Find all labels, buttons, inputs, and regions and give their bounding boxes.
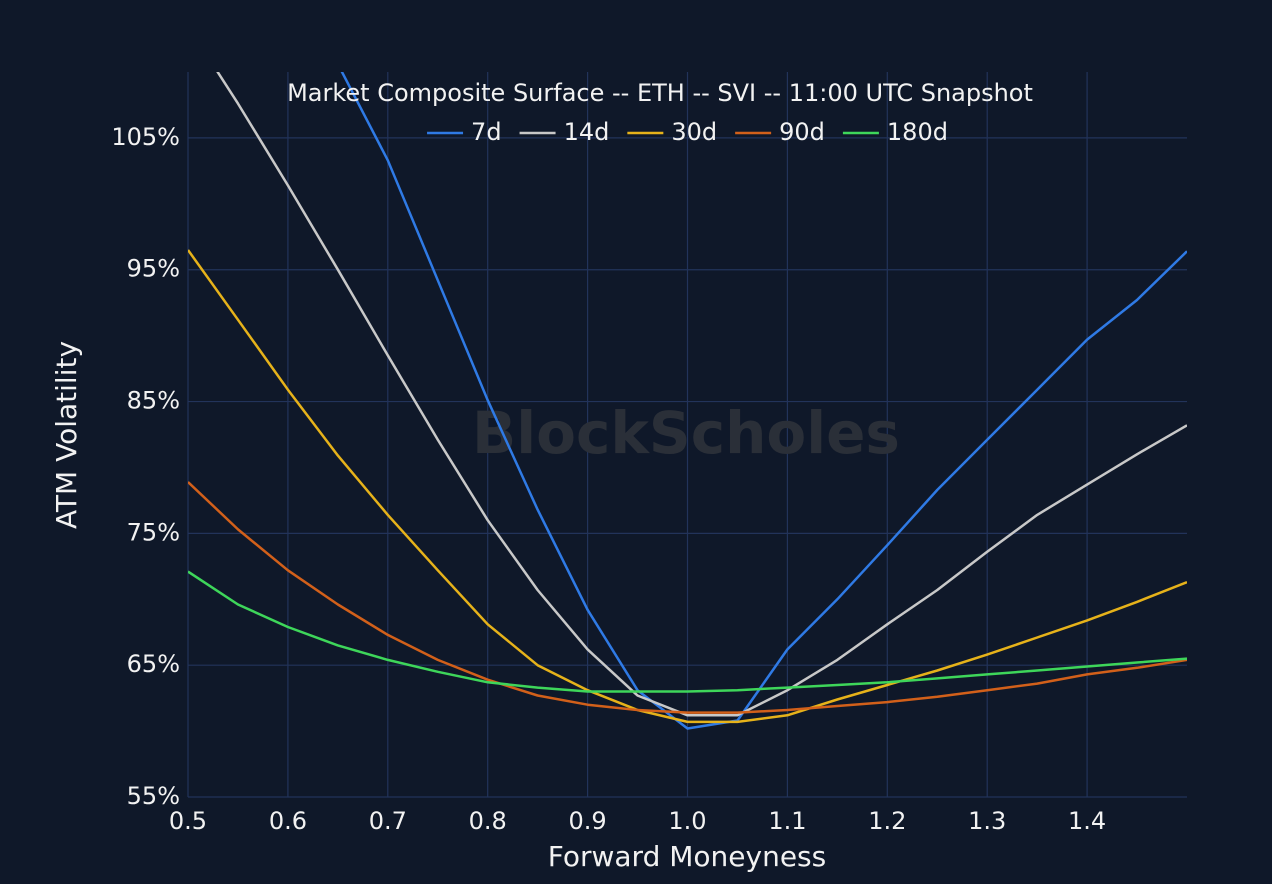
y-tick-label: 75%: [127, 518, 180, 546]
lines: [188, 72, 1187, 730]
series-line: [188, 481, 1187, 714]
legend-item: 7d: [427, 118, 502, 146]
y-tick-label: 55%: [127, 782, 180, 810]
series-line: [340, 72, 1187, 730]
x-axis-title: Forward Moneyness: [548, 840, 826, 873]
x-tick-label: 1.0: [668, 807, 706, 835]
y-tick-label: 85%: [127, 387, 180, 415]
legend-label: 7d: [471, 118, 502, 146]
y-axis-title: ATM Volatility: [50, 341, 83, 529]
watermark: BlockScholes: [472, 399, 900, 467]
x-tick-label: 0.6: [269, 807, 307, 835]
x-tick-label: 1.2: [868, 807, 906, 835]
legend-label: 30d: [671, 118, 717, 146]
y-tick-label: 95%: [127, 255, 180, 283]
legend-label: 14d: [564, 118, 610, 146]
x-tick-label: 0.8: [469, 807, 507, 835]
series-line: [188, 570, 1187, 693]
x-tick-label: 1.3: [968, 807, 1006, 835]
x-tick-label: 1.1: [768, 807, 806, 835]
legend-item: 30d: [627, 118, 717, 146]
chart-title: Market Composite Surface -- ETH -- SVI -…: [287, 79, 1033, 107]
legend: 7d 14d 30d 90d 180d: [427, 118, 948, 146]
x-tick-label: 0.5: [169, 807, 207, 835]
series-line: [188, 249, 1187, 724]
x-tick-label: 0.9: [569, 807, 607, 835]
legend-label: 180d: [887, 118, 948, 146]
legend-label: 90d: [779, 118, 825, 146]
legend-item: 14d: [519, 118, 610, 146]
legend-item: 180d: [842, 118, 948, 146]
grid: [187, 72, 1187, 798]
y-tick-label: 105%: [111, 123, 180, 151]
x-tick-label: 0.7: [369, 807, 407, 835]
y-tick-label: 65%: [127, 650, 180, 678]
series-line: [216, 72, 1187, 717]
legend-item: 90d: [735, 118, 825, 146]
x-tick-label: 1.4: [1068, 807, 1106, 835]
